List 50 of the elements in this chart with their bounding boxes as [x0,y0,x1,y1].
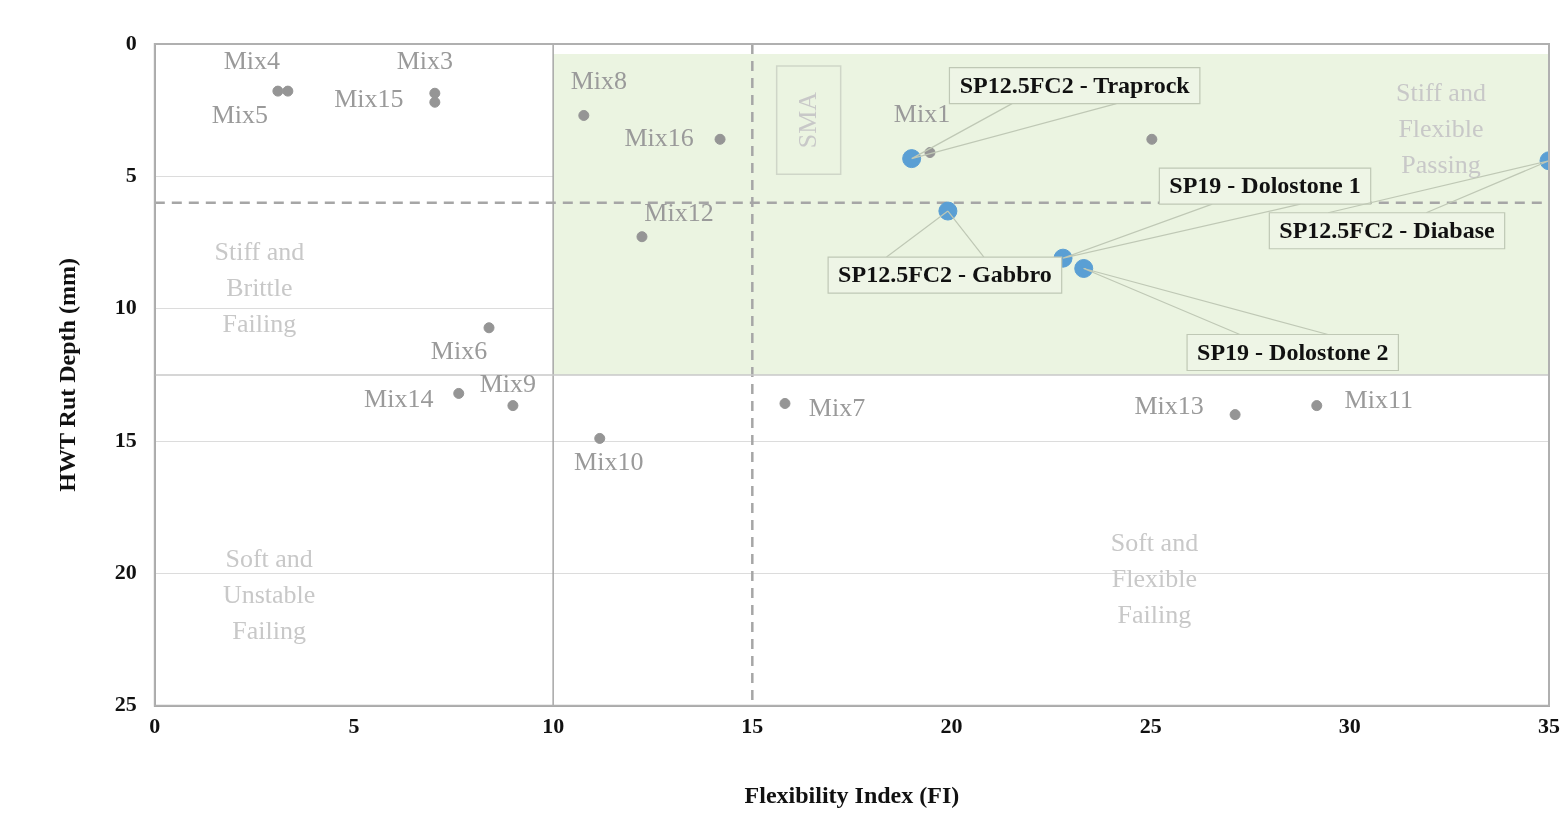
x-tick-label: 5 [348,712,360,738]
point [483,322,495,334]
annotation: SP19 - Dolostone 1 [1169,172,1361,199]
point [578,109,590,121]
annotation: Mix10 [574,447,644,477]
annotation: Mix4 [223,45,281,75]
x-tick-label: 15 [741,712,764,738]
point [779,397,791,409]
x-tick-label: 20 [940,712,963,738]
point [282,85,294,97]
annotation: SP19 - Dolostone 2 [1197,338,1389,365]
point [1229,409,1241,421]
x-tick-label: 10 [542,712,565,738]
annotation: Mix8 [570,66,627,96]
point [429,96,441,108]
y-tick-label: 20 [114,559,137,585]
x-tick-label: 25 [1139,712,1162,738]
annotation: Mix16 [624,123,694,153]
point [714,133,726,145]
annotation: Mix15 [334,84,404,114]
annotation: SP12.5FC2 - Traprock [959,71,1191,98]
annotation: SP12.5FC2 - Gabbro [838,261,1052,288]
annotation: Mix5 [211,99,269,129]
x-tick-label: 35 [1538,712,1560,738]
point [1146,133,1158,145]
point [429,87,441,99]
annotation: Mix12 [644,197,714,227]
x-tick-label: 30 [1338,712,1361,738]
y-tick-label: 10 [114,294,137,320]
annotation: Mix14 [364,384,434,414]
y-tick-label: 5 [125,162,137,188]
point [594,432,606,444]
point [507,400,519,412]
point [272,85,284,97]
point [636,231,648,243]
annotation: Mix9 [479,369,537,399]
x-axis-title: Flexibility Index (FI) [744,781,960,808]
annotation: Mix11 [1344,385,1413,415]
y-tick-label: 15 [114,426,137,452]
y-tick-label: 0 [125,29,137,55]
point [453,387,465,399]
annotation: Mix7 [808,393,866,423]
y-tick-label: 25 [114,691,137,717]
y-axis-title: HWT Rut Depth (mm) [53,258,80,492]
annotation: Mix13 [1134,391,1204,421]
annotation: Mix3 [396,46,454,76]
point [1311,400,1323,412]
x-tick-label: 0 [149,712,161,738]
annotation: Mix6 [430,335,488,365]
annotation: SP12.5FC2 - Diabase [1279,216,1496,243]
